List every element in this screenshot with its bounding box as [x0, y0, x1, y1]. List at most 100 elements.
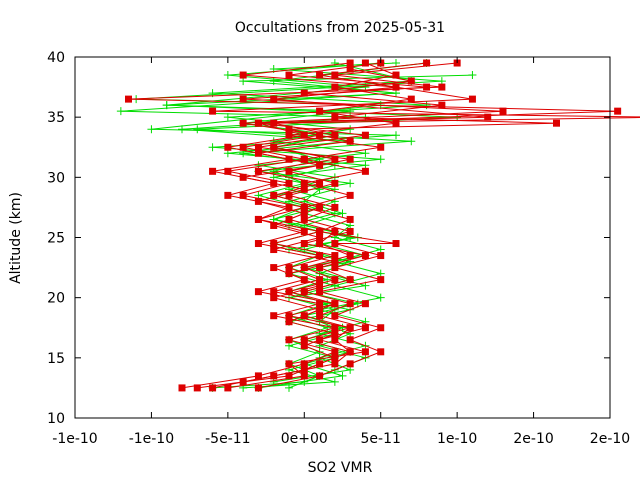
data-point: [438, 101, 446, 109]
data-point: [316, 276, 324, 284]
data-point: [392, 119, 400, 127]
data-point: [331, 252, 339, 260]
data-point: [300, 185, 308, 193]
data-point: [377, 324, 385, 332]
data-point: [270, 246, 278, 254]
data-point: [346, 215, 354, 223]
data-point: [316, 71, 324, 79]
data-point: [239, 191, 247, 199]
data-point: [331, 336, 339, 344]
x-axis: -1e-10 -1e-10 -5e-11 0e+00 5e-11 1e-10 2e-10 2e…: [52, 57, 630, 447]
data-point: [316, 288, 324, 296]
data-point: [270, 264, 278, 272]
data-point: [346, 252, 354, 260]
data-point: [285, 383, 293, 392]
data-point: [300, 179, 308, 187]
data-point: [285, 318, 293, 326]
data-point: [285, 167, 293, 175]
data-point: [346, 59, 354, 67]
profile-line: [181, 62, 488, 389]
data-point: [300, 336, 308, 344]
data-point: [209, 107, 217, 115]
data-point: [376, 155, 385, 164]
data-point: [346, 65, 354, 73]
data-point: [316, 300, 324, 308]
data-point: [316, 264, 324, 272]
y-tick-label: 15: [47, 351, 65, 367]
x-axis-title: SO2 VMR: [308, 460, 373, 476]
data-point: [423, 59, 431, 67]
y-tick-label: 25: [47, 231, 65, 247]
data-point: [346, 155, 354, 163]
data-point: [346, 360, 354, 368]
data-point: [300, 342, 308, 350]
data-point: [438, 83, 446, 91]
data-point: [361, 252, 369, 260]
data-point: [376, 293, 385, 302]
data-point: [316, 179, 324, 187]
data-point: [346, 276, 354, 284]
data-point: [361, 167, 369, 175]
data-point: [377, 143, 385, 151]
data-point: [270, 312, 278, 320]
data-point: [338, 371, 347, 380]
data-point: [285, 288, 293, 296]
data-point: [285, 360, 293, 368]
data-point: [285, 71, 293, 79]
data-point: [178, 125, 186, 134]
data-point: [285, 270, 293, 278]
data-point: [239, 143, 247, 151]
data-point: [254, 288, 262, 296]
data-point: [361, 324, 369, 332]
data-point: [331, 227, 339, 235]
data-point: [346, 191, 354, 199]
data-point: [270, 240, 278, 248]
data-point: [300, 360, 308, 368]
data-point: [331, 113, 339, 121]
data-point: [224, 143, 232, 151]
data-point: [392, 83, 400, 91]
data-point: [239, 119, 247, 127]
data-point: [300, 215, 308, 223]
x-tick-label: -5e-11: [205, 431, 250, 447]
profile-line: [212, 62, 504, 389]
x-tick-label: 5e-11: [361, 431, 401, 447]
data-point: [316, 161, 324, 169]
data-point: [346, 324, 354, 332]
data-point: [270, 143, 278, 151]
data-point: [361, 131, 369, 139]
data-point: [316, 203, 324, 211]
data-point: [285, 372, 293, 380]
data-point: [208, 143, 217, 152]
y-tick-label: 40: [47, 50, 65, 66]
data-point: [331, 83, 339, 91]
data-point: [346, 125, 355, 134]
data-point: [316, 312, 324, 320]
y-axis-title: Altitude (km): [8, 192, 24, 284]
chart-title: Occultations from 2025-05-31: [235, 20, 445, 36]
data-point: [361, 59, 369, 67]
data-point: [331, 179, 339, 187]
data-point: [346, 336, 354, 344]
data-point: [254, 197, 262, 205]
data-point: [331, 300, 339, 308]
data-point: [331, 276, 339, 284]
data-point: [193, 384, 201, 392]
data-point: [331, 330, 339, 338]
data-point: [338, 209, 347, 218]
data-point: [331, 71, 339, 79]
data-point: [285, 203, 293, 211]
data-point: [224, 384, 232, 392]
data-point: [300, 372, 308, 380]
data-point: [316, 372, 324, 380]
data-point: [224, 191, 232, 199]
data-point: [346, 137, 354, 145]
data-point: [285, 125, 293, 133]
data-point: [468, 71, 477, 80]
data-point: [407, 77, 415, 85]
data-point: [162, 101, 171, 110]
data-point: [254, 240, 262, 248]
data-point: [331, 258, 339, 266]
data-point: [346, 227, 354, 235]
